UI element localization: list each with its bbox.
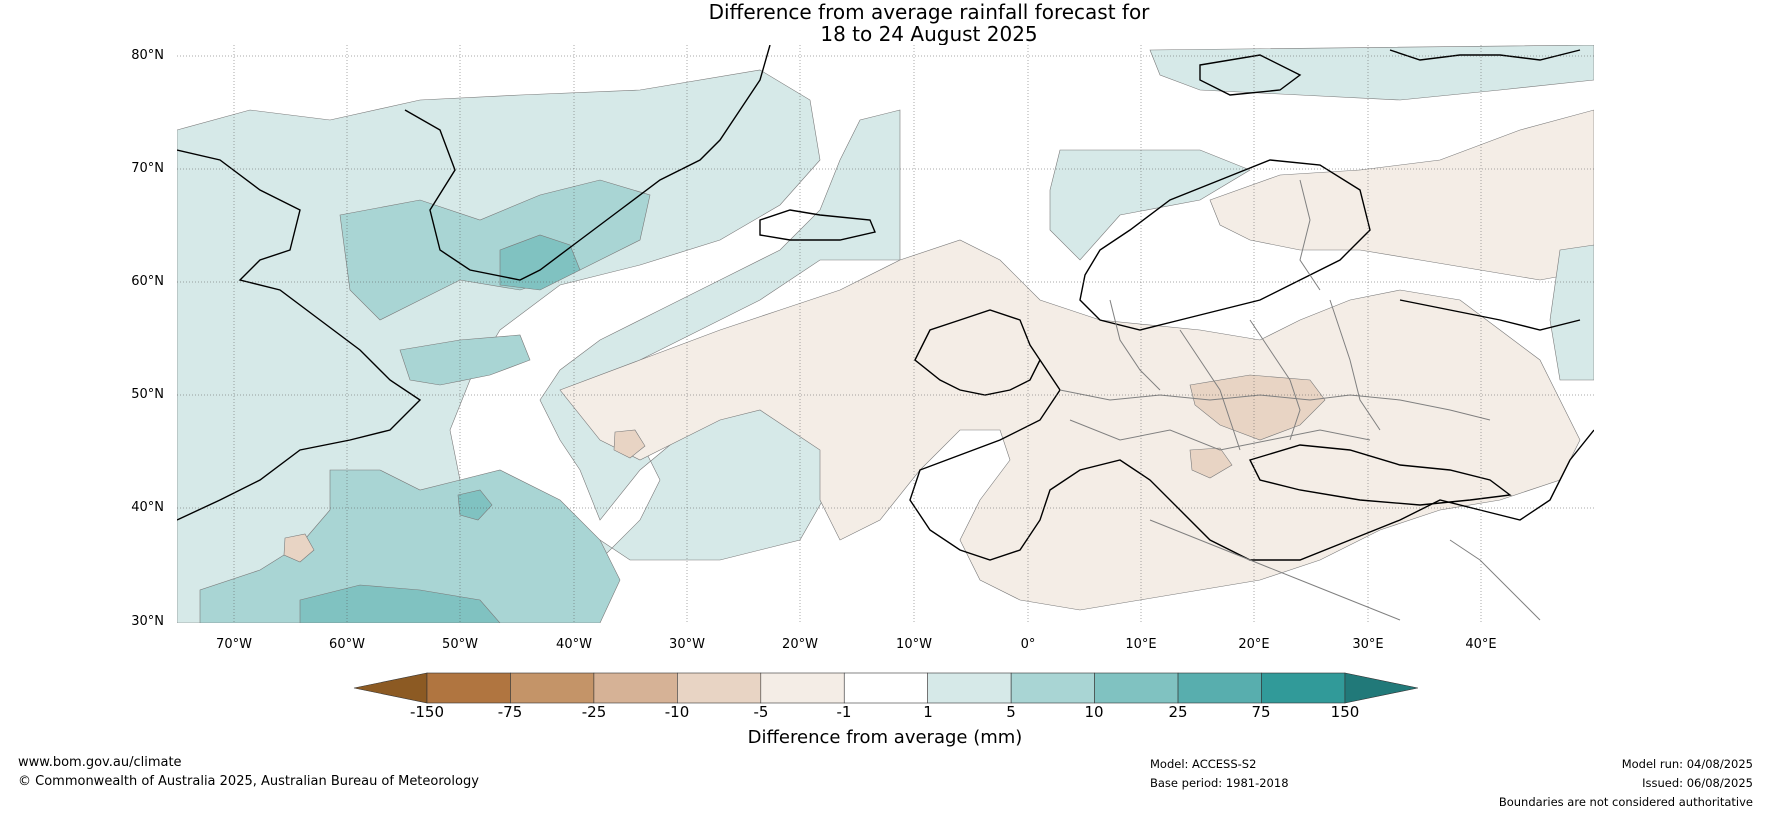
lon-label-30e: 30°E [1352,637,1384,652]
colorbar-tick: -75 [497,703,523,721]
lon-label-50w: 50°W [442,637,478,652]
lon-label-40w: 40°W [556,637,592,652]
negative-anomaly-region [559,239,1581,611]
positive-anomaly-medium-mid [399,334,531,386]
colorbar-tick: -1 [836,703,852,721]
lon-label-10w: 10°W [896,637,932,652]
website-link[interactable]: www.bom.gov.au/climate [18,755,182,770]
positive-anomaly-greenland-sea [1149,45,1594,101]
negative-anomaly-medium-europe [1189,374,1326,441]
colorbar-tick: -10 [664,703,690,721]
colorbar-segment [677,672,762,704]
base-period-text: Base period: 1981-2018 [1150,776,1289,790]
lat-label-60n: 60°N [131,274,164,289]
colorbar-segment [843,672,928,704]
colorbar-tick: 1 [923,703,933,721]
lon-label-10e: 10°E [1125,637,1157,652]
colorbar-segment [510,672,595,704]
negative-anomaly-medium-atlantic [613,429,646,459]
lon-label-70w: 70°W [216,637,252,652]
lon-label-40e: 40°E [1465,637,1497,652]
issued-text: Issued: 06/08/2025 [1642,776,1753,790]
lat-label-50n: 50°N [131,387,164,402]
model-text: Model: ACCESS-S2 [1150,757,1257,771]
colorbar-segment [760,672,845,704]
coastlines [177,45,1594,561]
lon-label-0: 0° [1020,637,1036,652]
colorbar-segment [1261,672,1346,704]
positive-anomaly-east [1549,244,1594,381]
lat-label-40n: 40°N [131,500,164,515]
colorbar-tick: 10 [1084,703,1104,721]
colorbar [353,672,1419,704]
colorbar-extend-low [353,672,428,704]
colorbar-tick: -150 [409,703,445,721]
colorbar-tick: -5 [753,703,769,721]
lat-label-70n: 70°N [131,161,164,176]
colorbar-tick: 75 [1251,703,1271,721]
model-run-text: Model run: 04/08/2025 [1621,757,1753,771]
positive-anomaly-medium [339,179,651,321]
positive-anomaly-strong-mid [457,489,493,521]
positive-anomaly-strong-south [299,584,501,623]
title-line-1: Difference from average rainfall forecas… [708,0,1150,24]
colorbar-label: Difference from average (mm) [747,727,1023,748]
colorbar-segment [1094,672,1179,704]
positive-anomaly-strong [499,234,581,291]
lat-label-30n: 30°N [131,614,164,629]
lon-label-20w: 20°W [782,637,818,652]
colorbar-tick: 5 [1006,703,1016,721]
colorbar-segment [593,672,678,704]
lon-label-60w: 60°W [329,637,365,652]
colorbar-segment [426,672,511,704]
disclaimer-text: Boundaries are not considered authoritat… [1498,795,1753,809]
gridlines [177,45,1594,623]
lon-label-30w: 30°W [669,637,705,652]
title-line-2: 18 to 24 August 2025 [820,22,1038,46]
colorbar-segment [1010,672,1095,704]
map-area [177,45,1594,623]
positive-anomaly-baltic [1049,149,1251,261]
colorbar-tick: 25 [1168,703,1188,721]
country-boundaries [1059,179,1541,621]
colorbar-extend-high [1344,672,1419,704]
copyright-text: © Commonwealth of Australia 2025, Austra… [18,774,479,789]
negative-anomaly-medium-southwest [283,533,315,563]
colorbar-segment [1177,672,1262,704]
colorbar-tick: 150 [1330,703,1360,721]
map-title: Difference from average rainfall forecas… [0,0,1770,46]
colorbar-tick: -25 [581,703,607,721]
colorbar-segment [927,672,1012,704]
lon-label-20e: 20°E [1238,637,1270,652]
lat-label-80n: 80°N [131,48,164,63]
